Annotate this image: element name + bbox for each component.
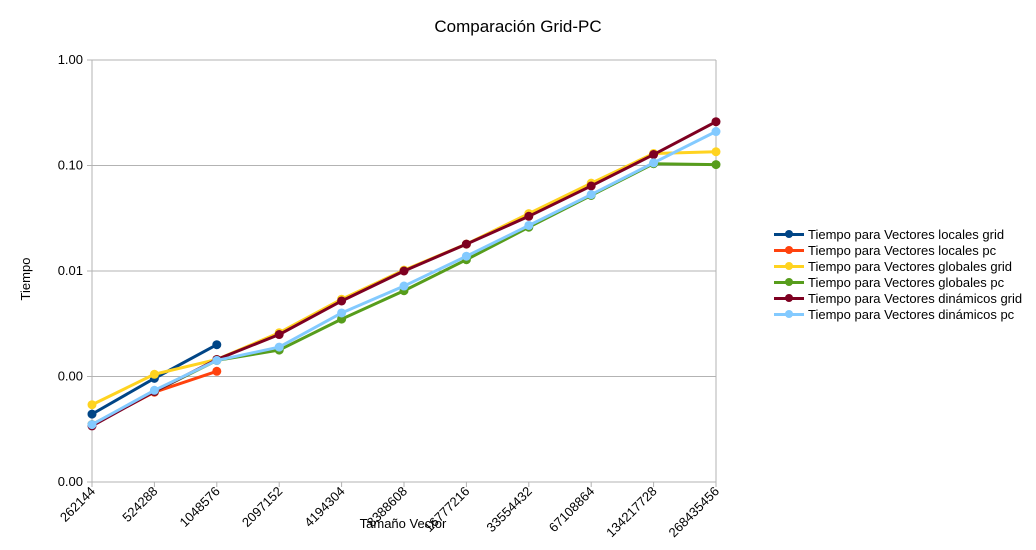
data-point xyxy=(711,127,721,137)
data-point xyxy=(711,147,721,157)
x-axis-label: Tamaño Vector xyxy=(360,516,447,531)
data-point xyxy=(711,160,721,170)
x-tick-label: 268435456 xyxy=(665,484,722,541)
legend-item: Tiempo para Vectores dinámicos grid xyxy=(774,290,1022,306)
series-line xyxy=(91,150,717,407)
y-tick-label: 0.01 xyxy=(58,263,83,278)
data-point xyxy=(212,366,222,376)
data-point xyxy=(337,296,347,306)
series xyxy=(87,159,721,430)
legend: Tiempo para Vectores locales grid Tiempo … xyxy=(774,226,1022,322)
data-point xyxy=(87,420,97,430)
x-tick-label: 2097152 xyxy=(239,484,285,530)
legend-label: Tiempo para Vectores locales pc xyxy=(808,242,997,258)
chart-title: Comparación Grid-PC xyxy=(434,17,602,36)
y-tick-label: 0.00 xyxy=(58,369,83,384)
data-point xyxy=(461,251,471,261)
legend-item: Tiempo para Vectores globales grid xyxy=(774,258,1022,274)
series xyxy=(87,147,721,410)
x-tick-label: 67108864 xyxy=(546,484,598,536)
x-tick-label: 262144 xyxy=(57,484,98,525)
series xyxy=(87,127,721,430)
x-tick-label: 1048576 xyxy=(177,484,223,530)
legend-item: Tiempo para Vectores locales grid xyxy=(774,226,1022,242)
x-tick-label: 524288 xyxy=(119,484,160,525)
data-point xyxy=(87,400,97,410)
legend-label: Tiempo para Vectores locales grid xyxy=(808,226,1005,242)
legend-label: Tiempo para Vectores dinámicos grid xyxy=(808,290,1023,306)
legend-label: Tiempo para Vectores globales grid xyxy=(808,258,1013,274)
legend-swatch xyxy=(774,244,804,256)
data-point xyxy=(586,190,596,200)
data-point xyxy=(586,181,596,191)
legend-item: Tiempo para Vectores locales pc xyxy=(774,242,1022,258)
data-point xyxy=(524,211,534,221)
legend-swatch xyxy=(774,276,804,288)
legend-label: Tiempo para Vectores dinámicos pc xyxy=(808,306,1015,322)
data-point xyxy=(649,150,659,160)
data-point xyxy=(87,409,97,419)
series-lines xyxy=(87,117,721,431)
y-tick-label: 0.00 xyxy=(58,474,83,489)
data-point xyxy=(649,158,659,168)
legend-swatch xyxy=(774,260,804,272)
legend-label: Tiempo para Vectores globales pc xyxy=(808,274,1005,290)
legend-item: Tiempo para Vectores dinámicos pc xyxy=(774,306,1022,322)
data-point xyxy=(399,281,409,291)
x-tick-label: 4194304 xyxy=(301,484,347,530)
legend-swatch xyxy=(774,292,804,304)
data-point xyxy=(149,369,159,379)
data-point xyxy=(337,308,347,318)
data-point xyxy=(399,266,409,276)
y-tick-label: 0.10 xyxy=(58,158,83,173)
data-point xyxy=(212,355,222,365)
data-point xyxy=(461,239,471,249)
y-tick-label: 1.00 xyxy=(58,52,83,67)
data-point xyxy=(212,340,222,350)
legend-item: Tiempo para Vectores globales pc xyxy=(774,274,1022,290)
x-tick-label: 134217728 xyxy=(603,484,660,541)
data-point xyxy=(711,117,721,127)
series xyxy=(87,340,222,419)
y-axis-label: Tiempo xyxy=(18,258,33,301)
data-point xyxy=(524,220,534,230)
data-point xyxy=(274,342,284,352)
data-point xyxy=(274,330,284,340)
legend-swatch xyxy=(774,228,804,240)
legend-swatch xyxy=(774,308,804,320)
data-point xyxy=(149,385,159,395)
x-tick-label: 33554432 xyxy=(483,484,535,536)
